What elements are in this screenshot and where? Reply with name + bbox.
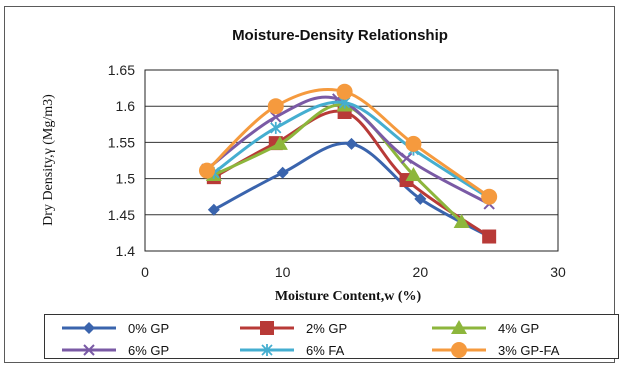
chart-title: Moisture-Density Relationship — [232, 27, 448, 44]
legend-label: 6% GP — [128, 343, 169, 358]
data-point — [270, 111, 282, 123]
data-point — [83, 322, 95, 334]
x-axis-label: Moisture Content,w (%) — [275, 289, 422, 304]
data-series — [198, 83, 498, 244]
legend-entry: 2% GP — [240, 321, 347, 336]
legend-label: 6% FA — [306, 343, 345, 358]
data-point — [271, 135, 288, 150]
data-point — [261, 344, 273, 356]
data-point — [260, 321, 274, 335]
data-point — [345, 137, 358, 150]
y-tick-label: 1.45 — [108, 207, 135, 223]
data-point — [482, 229, 497, 244]
data-point — [451, 342, 467, 358]
legend-entry: 6% GP — [62, 343, 169, 358]
y-tick-label: 1.65 — [108, 62, 135, 78]
legend-label: 3% GP-FA — [498, 343, 560, 358]
data-point — [453, 214, 470, 229]
x-tick-label: 30 — [550, 264, 566, 280]
legend-entry: 3% GP-FA — [432, 342, 560, 358]
x-axis-ticks: 0 10 20 30 — [141, 264, 566, 280]
data-point — [270, 121, 282, 134]
data-point — [481, 188, 498, 205]
legend-entry: 6% FA — [240, 343, 345, 358]
x-tick-label: 10 — [275, 264, 291, 280]
legend-label: 2% GP — [306, 321, 347, 336]
legend-entries: 0% GP 2% GP 4% GP 6% GP 6% FA 3% GP-FA — [62, 320, 560, 358]
data-point — [198, 162, 215, 179]
data-point — [267, 98, 284, 115]
legend — [44, 314, 619, 359]
data-point — [414, 192, 427, 205]
legend-entry: 0% GP — [62, 321, 169, 336]
data-point — [207, 203, 220, 216]
chart-frame — [4, 6, 615, 363]
legend-entry: 4% GP — [432, 320, 539, 336]
series-3-gp-fa — [198, 83, 498, 205]
data-point — [276, 166, 289, 179]
data-point — [336, 83, 353, 100]
data-point — [451, 320, 467, 334]
y-axis-ticks: 1.4 1.45 1.5 1.55 1.6 1.65 — [108, 62, 135, 259]
y-tick-label: 1.6 — [116, 98, 136, 114]
y-tick-label: 1.4 — [116, 243, 136, 259]
legend-label: 0% GP — [128, 321, 169, 336]
data-point — [83, 344, 95, 356]
y-axis-label: Dry Density,γ (Mg/m3) — [41, 94, 56, 226]
y-tick-label: 1.5 — [116, 171, 136, 187]
x-tick-label: 0 — [141, 264, 149, 280]
data-point — [400, 152, 413, 165]
x-tick-label: 20 — [413, 264, 429, 280]
data-point — [405, 135, 422, 152]
plot-area — [144, 69, 559, 252]
legend-label: 4% GP — [498, 321, 539, 336]
data-point — [405, 166, 422, 181]
y-tick-label: 1.55 — [108, 134, 135, 150]
